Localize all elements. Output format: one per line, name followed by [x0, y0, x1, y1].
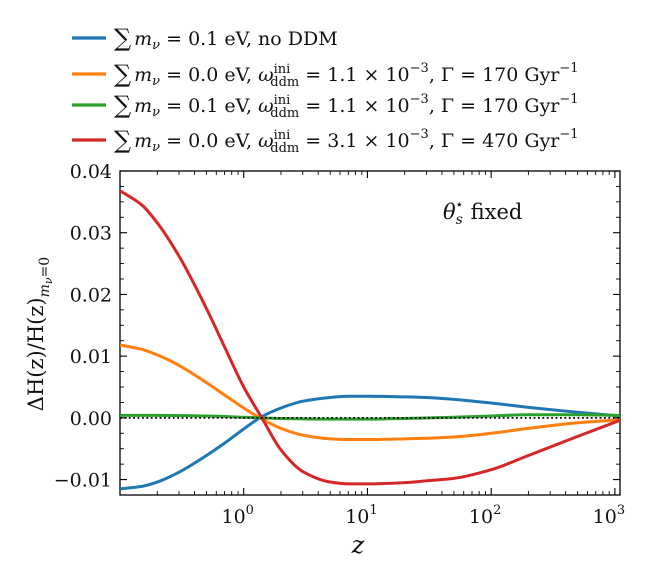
series-blue-line — [120, 394, 620, 491]
series-orange-line — [120, 343, 620, 441]
legend-label: ∑ mν = 0.0 eV, ωini ddm = 3.1 × 10−3, Γ = … — [114, 126, 579, 156]
series-red-line — [120, 189, 620, 486]
y-tick-label: 0.01 — [70, 346, 112, 368]
legend-label: ∑ mν = 0.1 eV, ωini ddm = 1.1 × 10−3, Γ = … — [114, 91, 579, 121]
x-tick-label: 101 — [345, 503, 377, 528]
y-tick-label: 0.03 — [70, 223, 112, 245]
plot-frame — [119, 170, 621, 496]
axis-ticks — [120, 170, 620, 496]
y-axis-label: ΔH(z)/H(z)mν=0 — [24, 257, 55, 411]
series-layer — [120, 189, 620, 491]
y-tick-labels: 0.04 0.03 0.02 0.01 0.00 −0.01 — [54, 161, 112, 492]
legend-item: ∑ mν = 0.1 eV, ωini ddm = 1.1 × 10−3, Γ = … — [72, 91, 579, 121]
y-tick-label: −0.01 — [54, 470, 112, 492]
x-axis-label: z — [351, 531, 365, 559]
legend-item: ∑ mν = 0.0 eV, ωini ddm = 1.1 × 10−3, Γ = … — [72, 60, 579, 90]
x-tick-label: 100 — [221, 503, 253, 528]
x-tick-label: 102 — [469, 503, 501, 528]
legend-label: ∑ mν = 0.0 eV, ωini ddm = 1.1 × 10−3, Γ = … — [114, 60, 579, 90]
x-tick-label: 103 — [593, 503, 625, 528]
legend: ∑ mν = 0.1 eV, no DDM ∑ mν = 0.0 eV, ωini dd… — [72, 24, 579, 156]
legend-item: ∑ mν = 0.1 eV, no DDM — [72, 24, 338, 53]
y-tick-label: 0.02 — [70, 284, 112, 306]
series-green-line — [120, 413, 620, 421]
annotation-theta-fixed: θs⋆ fixed — [443, 197, 522, 228]
y-tick-label: 0.04 — [70, 161, 112, 183]
y-tick-label: 0.00 — [70, 408, 112, 430]
legend-label: ∑ mν = 0.1 eV, no DDM — [114, 24, 338, 53]
x-tick-labels: 100 101 102 103 — [221, 503, 625, 528]
legend-item: ∑ mν = 0.0 eV, ωini ddm = 3.1 × 10−3, Γ = … — [72, 126, 579, 156]
